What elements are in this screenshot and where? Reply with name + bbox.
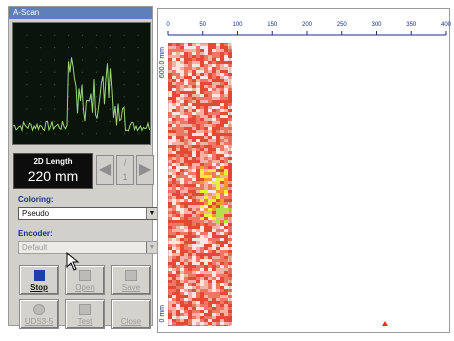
x-tick-label: 400 <box>440 22 452 28</box>
x-tick-label: 150 <box>267 22 278 28</box>
step-indicator[interactable]: / 1 <box>116 155 134 185</box>
open-label: Open <box>75 283 95 292</box>
side-label-top: 600.0 mm <box>159 47 166 79</box>
x-tick-label: 300 <box>371 22 382 28</box>
uds-button[interactable]: UDS3-5 <box>19 299 59 329</box>
ascan-trace <box>13 57 150 133</box>
test-icon <box>79 304 91 315</box>
stop-button[interactable]: Stop <box>19 265 59 295</box>
arrow-right-icon: ▶ <box>138 161 152 178</box>
disk-icon <box>125 270 137 281</box>
coloring-select[interactable]: Pseudo ▼ <box>18 207 158 220</box>
close-icon <box>125 304 137 315</box>
folder-icon <box>79 270 91 281</box>
coloring-label: Coloring: <box>18 195 54 204</box>
axis-ticks <box>167 31 447 36</box>
stop-label: Stop <box>30 283 48 292</box>
arrow-left-icon: ◀ <box>98 161 112 178</box>
stop-icon <box>33 270 45 281</box>
chevron-down-icon[interactable]: ▼ <box>146 208 157 219</box>
x-tick-label: 100 <box>232 22 243 28</box>
save-button[interactable]: Save <box>111 265 151 295</box>
bscan-image <box>167 42 232 328</box>
next-button[interactable]: ▶ <box>136 155 154 185</box>
top-axis: 0 50 100 150 200 250 300 350 400 <box>158 9 452 37</box>
encoder-select[interactable]: Default ▼ <box>18 241 158 254</box>
bscan-plot[interactable] <box>167 42 448 328</box>
mouse-pointer-icon <box>66 252 80 271</box>
save-label: Save <box>121 283 141 292</box>
test-button[interactable]: Test <box>65 299 105 329</box>
x-tick-label: 250 <box>336 22 347 28</box>
ascan-title: A-Scan <box>9 7 152 19</box>
previous-button[interactable]: ◀ <box>96 155 114 185</box>
length-label: 2D Length <box>33 157 73 166</box>
uds-label: UDS3-5 <box>24 317 54 326</box>
device-icon <box>33 304 45 315</box>
close-label: Close <box>120 317 142 326</box>
bscan-panel: 0 50 100 150 200 250 300 350 400 600.0 mm 0 mm <box>157 8 452 333</box>
x-tick-label: 200 <box>301 22 313 28</box>
open-button[interactable]: Open <box>65 265 105 295</box>
encoder-label: Encoder: <box>18 229 53 238</box>
x-tick-label: 0 <box>166 22 170 28</box>
encoder-value: Default <box>22 243 48 252</box>
coloring-value: Pseudo <box>22 209 50 218</box>
control-panel: A-Scan 2D Length 220 mm ◀ / 1 ▶ Coloring… <box>8 6 158 329</box>
length-value: 220 mm <box>27 168 79 184</box>
step-icon: / <box>123 158 127 168</box>
test-label: Test <box>77 317 93 326</box>
scan-position-marker[interactable] <box>382 321 388 326</box>
ascan-view <box>12 22 151 145</box>
ascan-waveform <box>13 34 150 135</box>
close-button[interactable]: Close <box>111 299 151 329</box>
x-tick-label: 50 <box>199 22 207 28</box>
step-label: 1 <box>122 172 128 182</box>
chevron-down-icon[interactable]: ▼ <box>146 242 157 253</box>
length-readout: 2D Length 220 mm <box>13 153 93 189</box>
side-label-bottom: 0 mm <box>159 305 166 323</box>
x-tick-label: 350 <box>406 22 417 28</box>
